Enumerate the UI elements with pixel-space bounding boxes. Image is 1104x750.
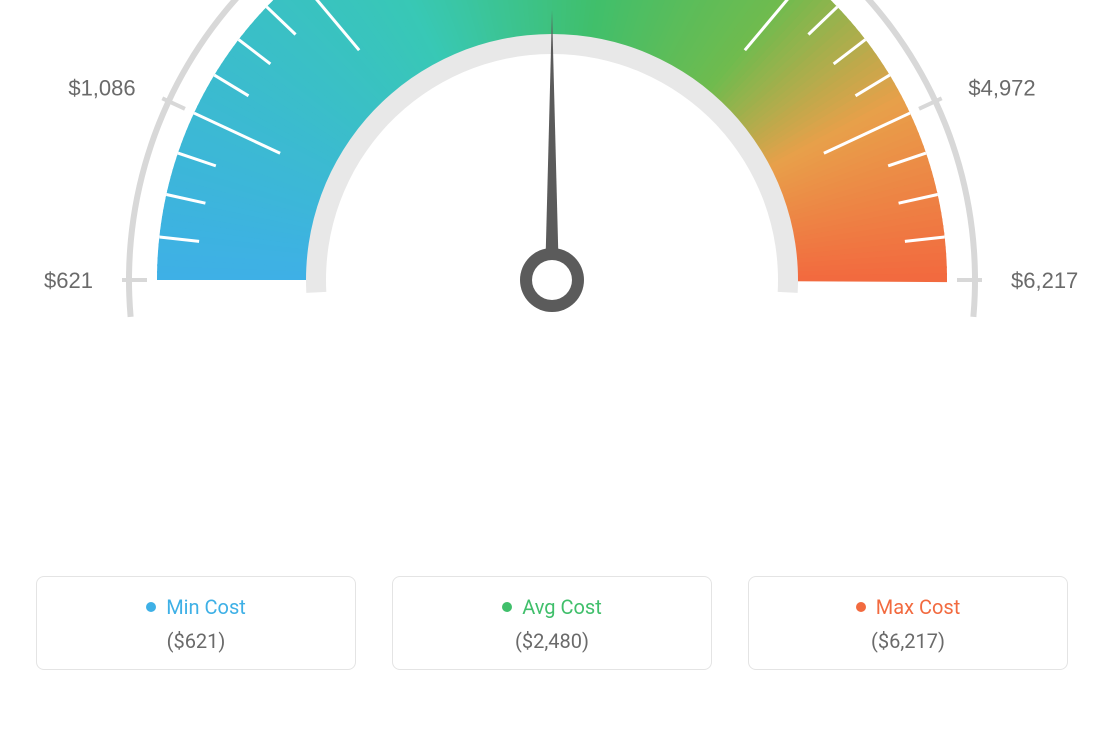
- dot-min: [146, 602, 156, 612]
- gauge-tick-label: $621: [44, 268, 93, 293]
- legend-value-min: ($621): [47, 629, 345, 653]
- legend-label-max: Max Cost: [876, 595, 961, 619]
- legend-card-max: Max Cost ($6,217): [748, 576, 1068, 670]
- legend-value-max: ($6,217): [759, 629, 1057, 653]
- legend-row: Min Cost ($621) Avg Cost ($2,480) Max Co…: [0, 576, 1104, 670]
- gauge-tick-label: $4,972: [968, 76, 1035, 101]
- legend-label-avg: Avg Cost: [522, 595, 602, 619]
- cost-gauge: $621$1,086$1,551$2,480$3,726$4,972$6,217: [0, 0, 1104, 560]
- dot-avg: [502, 602, 512, 612]
- legend-label-min: Min Cost: [166, 595, 246, 619]
- legend-card-avg: Avg Cost ($2,480): [392, 576, 712, 670]
- gauge-tick-label: $1,086: [68, 76, 135, 101]
- dot-max: [856, 602, 866, 612]
- gauge-tick-label: $6,217: [1011, 268, 1078, 293]
- legend-card-min: Min Cost ($621): [36, 576, 356, 670]
- legend-value-avg: ($2,480): [403, 629, 701, 653]
